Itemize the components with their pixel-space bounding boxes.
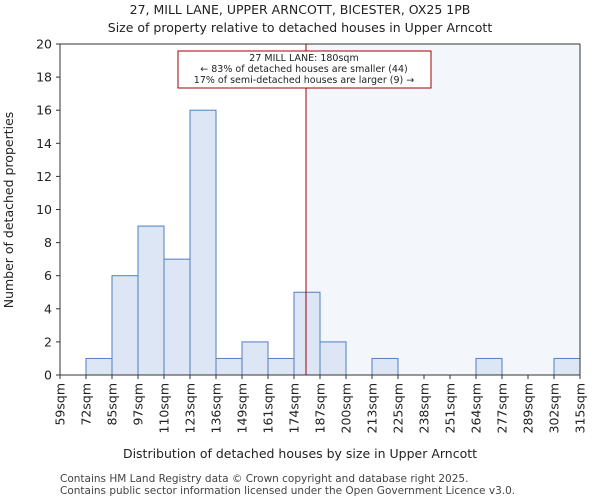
larger-region-shade [306,44,580,375]
x-tick-label-72sqm: 72sqm [79,383,94,426]
x-tick-label-302sqm: 302sqm [547,383,562,433]
bar-213sqm [371,357,399,376]
bar-97sqm [137,225,165,376]
footer-line-2: Contains public sector information licen… [60,485,515,497]
x-tick-label-174sqm: 174sqm [287,383,302,433]
chart-subtitle: Size of property relative to detached ho… [108,20,493,35]
chart-title: 27, MILL LANE, UPPER ARNCOTT, BICESTER, … [130,2,471,17]
bar-149sqm [241,341,269,376]
annotation-line-2: ← 83% of detached houses are smaller (44… [200,64,407,75]
x-tick-label-238sqm: 238sqm [417,383,432,433]
x-tick-label-149sqm: 149sqm [235,383,250,433]
x-tick-label-251sqm: 251sqm [443,383,458,433]
annotation-line-3: 17% of semi-detached houses are larger (… [194,75,414,86]
x-tick-label-225sqm: 225sqm [391,383,406,433]
footer-line-1: Contains HM Land Registry data © Crown c… [60,473,468,485]
x-tick-label-123sqm: 123sqm [183,383,198,433]
bar-264sqm [475,357,503,376]
x-axis-label: Distribution of detached houses by size … [123,446,477,461]
y-tick-label-14: 14 [36,136,52,151]
y-axis-label: Number of detached properties [1,112,16,309]
x-tick-label-315sqm: 315sqm [573,383,588,433]
y-tick-label-8: 8 [44,235,52,250]
x-tick-label-264sqm: 264sqm [469,383,484,433]
y-tick-label-6: 6 [44,268,52,283]
x-tick-label-85sqm: 85sqm [105,383,120,426]
bar-302sqm [553,357,581,376]
y-tick-label-16: 16 [36,103,52,118]
x-tick-label-110sqm: 110sqm [157,383,172,433]
bar-187sqm [319,341,347,376]
x-tick-label-161sqm: 161sqm [261,383,276,433]
x-tick-label-289sqm: 289sqm [521,383,536,433]
bar-136sqm [215,357,243,376]
annotation-frame [177,50,432,89]
bar-110sqm [163,258,191,376]
y-tick-label-20: 20 [36,37,52,52]
y-tick-label-4: 4 [44,301,52,316]
x-ticks: 59sqm 72sqm 85sqm 97sqm 110sqm 123sqm 136sqm 14… [53,375,588,433]
bar-123sqm [189,109,217,376]
x-tick-label-59sqm: 59sqm [53,383,68,426]
bar-174sqm [293,291,321,376]
bar-161sqm [267,357,295,376]
bars-group [85,109,581,376]
y-ticks: 0 2 4 6 8 10 12 14 16 18 20 [36,37,60,383]
y-tick-label-18: 18 [36,70,52,85]
bar-85sqm [111,275,139,376]
x-tick-label-213sqm: 213sqm [365,383,380,433]
y-tick-label-2: 2 [44,334,52,349]
x-tick-label-97sqm: 97sqm [131,383,146,426]
x-tick-label-200sqm: 200sqm [339,383,354,433]
x-tick-label-187sqm: 187sqm [313,383,328,433]
annotation-line-1: 27 MILL LANE: 180sqm [249,53,358,64]
y-tick-label-12: 12 [36,169,52,184]
y-tick-label-0: 0 [44,368,52,383]
bar-72sqm [85,357,113,376]
x-tick-label-277sqm: 277sqm [495,383,510,433]
annotation-box: 27 MILL LANE: 180sqm ← 83% of detached h… [177,50,432,89]
y-tick-label-10: 10 [36,202,52,217]
x-tick-label-136sqm: 136sqm [209,383,224,433]
